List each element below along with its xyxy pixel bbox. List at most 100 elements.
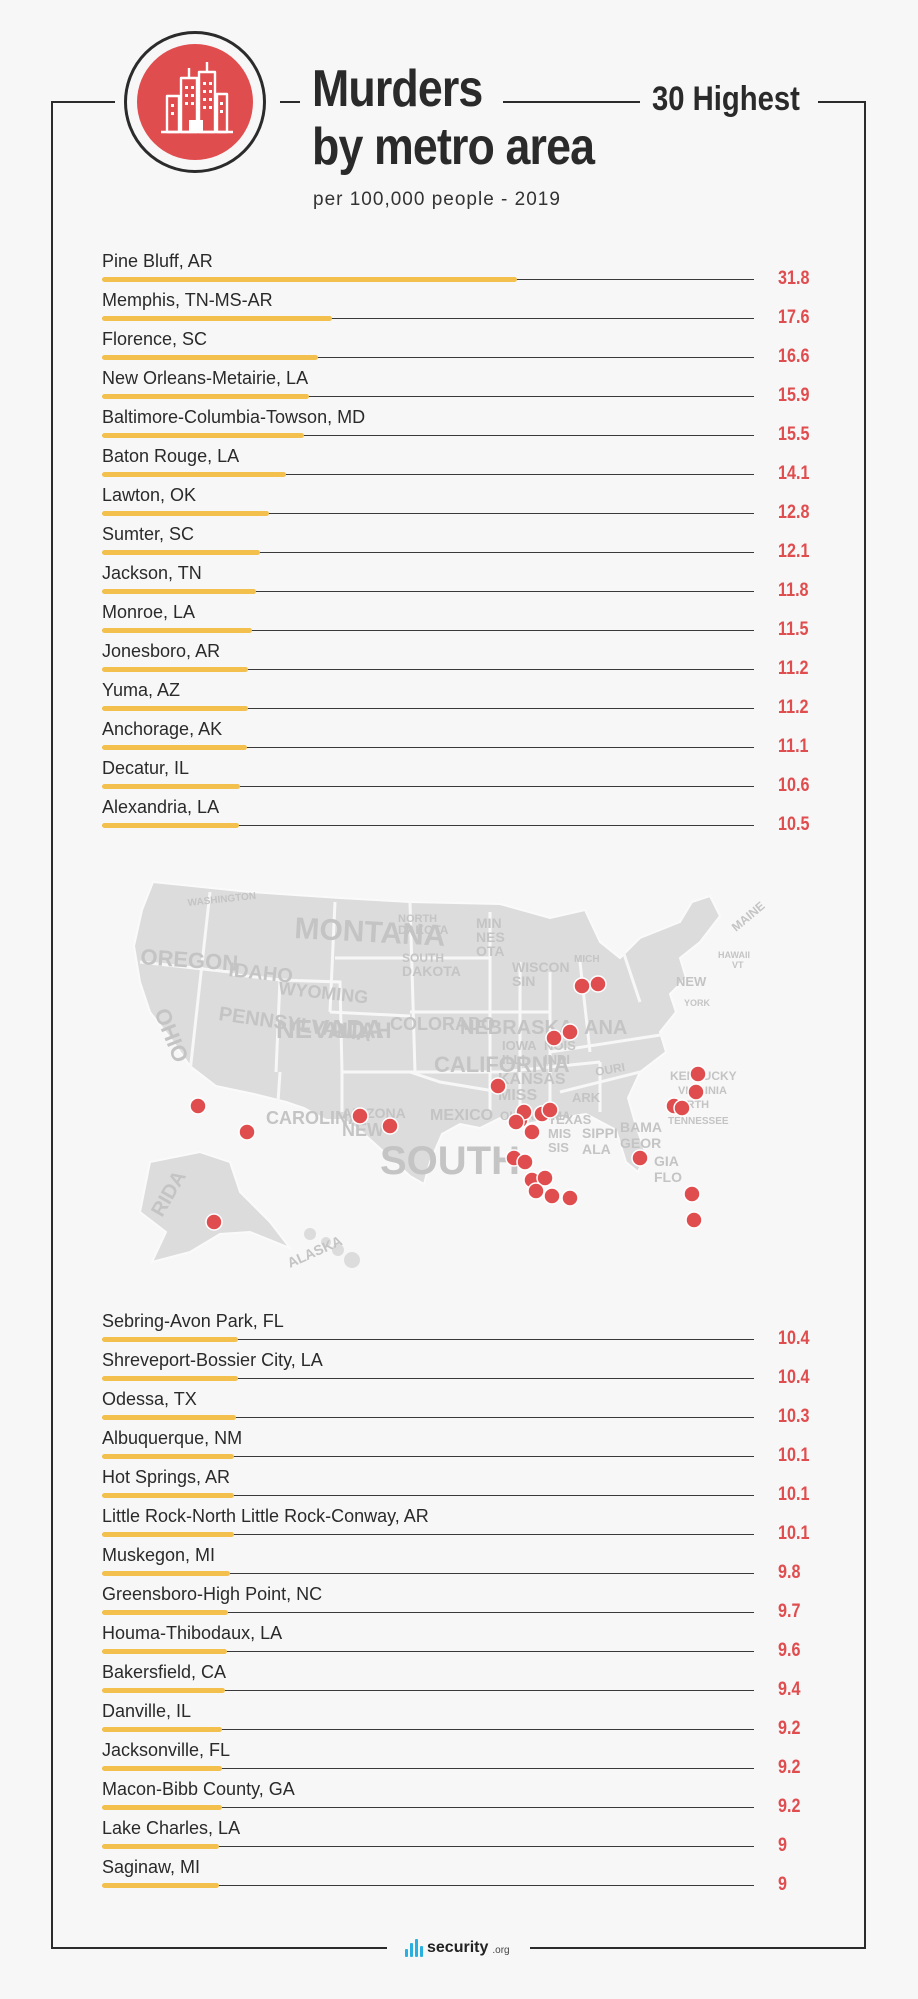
chart-row: Decatur, IL 10.6 <box>0 758 918 797</box>
chart-row: Houma-Thibodaux, LA 9.6 <box>0 1623 918 1662</box>
bar <box>102 1649 227 1654</box>
value-label: 12.1 <box>778 541 810 562</box>
title-line-1: Murders <box>312 60 483 118</box>
frame-bottom-border <box>51 1947 387 1949</box>
row-divider <box>102 1339 754 1340</box>
value-label: 12.8 <box>778 502 810 523</box>
row-divider <box>102 513 754 514</box>
category-label: Lake Charles, LA <box>102 1818 241 1838</box>
city-buildings-icon <box>137 44 253 160</box>
title-line-2: by metro area <box>312 118 595 176</box>
row-divider <box>102 1846 754 1847</box>
metro-marker <box>516 1153 534 1171</box>
metro-marker <box>543 1187 561 1205</box>
bar <box>102 472 286 477</box>
category-label: Houma-Thibodaux, LA <box>102 1623 283 1643</box>
value-label: 11.8 <box>778 580 809 601</box>
category-label: Monroe, LA <box>102 602 196 622</box>
frame-left-border <box>51 101 53 1949</box>
state-label: NORTH <box>398 913 437 925</box>
category-label: Jacksonville, FL <box>102 1740 231 1760</box>
map-contiguous-us <box>132 880 722 1186</box>
value-label: 9.7 <box>778 1601 801 1622</box>
state-label: MIS <box>548 1126 571 1141</box>
footer-brand-logo[interactable]: security .org <box>405 1936 510 1960</box>
row-divider <box>102 591 754 592</box>
chart-row: Jacksonville, FL 9.2 <box>0 1740 918 1779</box>
value-label: 31.8 <box>778 268 810 289</box>
header-logo <box>124 31 266 173</box>
value-label: 11.2 <box>778 697 809 718</box>
bar <box>102 355 318 360</box>
row-divider <box>102 747 754 748</box>
row-divider <box>102 1417 754 1418</box>
state-label: ALA <box>582 1141 611 1157</box>
state-label: MIN <box>476 915 502 931</box>
state-label: NES <box>476 929 505 945</box>
metro-marker <box>541 1101 559 1119</box>
category-label: Little Rock-North Little Rock-Conway, AR <box>102 1506 429 1526</box>
bar <box>102 1337 238 1342</box>
chart-row: Alexandria, LA 10.5 <box>0 797 918 836</box>
page-subtitle: per 100,000 people - 2019 <box>313 189 561 210</box>
bar <box>102 1688 225 1693</box>
state-label: CALIFORNIA <box>434 1052 570 1077</box>
metro-marker <box>238 1123 256 1141</box>
metro-marker <box>631 1149 649 1167</box>
row-divider <box>102 708 754 709</box>
footer-brand-tld: .org <box>492 1945 510 1956</box>
state-label: TENNESSEE <box>668 1116 729 1127</box>
metro-marker <box>507 1113 525 1131</box>
state-label: NEVADA <box>276 1014 384 1044</box>
chart-row: Shreveport-Bossier City, LA 10.4 <box>0 1350 918 1389</box>
map-hawaii <box>304 1228 360 1268</box>
row-divider <box>102 474 754 475</box>
row-divider <box>102 1651 754 1652</box>
chart-row: Little Rock-North Little Rock-Conway, AR… <box>0 1506 918 1545</box>
chart-row: Monroe, LA 11.5 <box>0 602 918 641</box>
state-label: TEXAS <box>548 1112 592 1127</box>
frame-top-border <box>51 101 115 103</box>
chart-row: Greensboro-High Point, NC 9.7 <box>0 1584 918 1623</box>
category-label: Lawton, OK <box>102 485 197 505</box>
bar <box>102 316 332 321</box>
row-divider <box>102 1690 754 1691</box>
value-label: 9.6 <box>778 1640 801 1661</box>
bar <box>102 823 239 828</box>
state-label: VT <box>732 960 744 970</box>
state-label: FLO <box>654 1169 682 1185</box>
category-label: Jackson, TN <box>102 563 202 583</box>
us-map: WASHINGTON MONTANA NORTH DAKOTA MIN NES OTA ORE… <box>80 862 800 1282</box>
state-label: KANSAS <box>498 1071 566 1088</box>
value-label: 17.6 <box>778 307 810 328</box>
row-divider <box>102 1534 754 1535</box>
state-label: ILLI <box>502 1052 525 1067</box>
row-divider <box>102 357 754 358</box>
row-divider <box>102 1378 754 1379</box>
category-label: Albuquerque, NM <box>102 1428 243 1448</box>
bar <box>102 1727 222 1732</box>
state-label: WISCON <box>512 959 570 975</box>
metro-marker <box>685 1211 703 1229</box>
category-label: Sebring-Avon Park, FL <box>102 1311 284 1331</box>
chart-row: Sumter, SC 12.1 <box>0 524 918 563</box>
bar <box>102 1376 238 1381</box>
value-label: 16.6 <box>778 346 810 367</box>
value-label: 9.2 <box>778 1718 801 1739</box>
frame-top-border <box>503 101 640 103</box>
bar <box>102 706 248 711</box>
value-label: 9.4 <box>778 1679 801 1700</box>
chart-row: Jonesboro, AR 11.2 <box>0 641 918 680</box>
category-label: Baltimore-Columbia-Towson, MD <box>102 407 366 427</box>
category-label: Decatur, IL <box>102 758 190 778</box>
chart-row: Hot Springs, AR 10.1 <box>0 1467 918 1506</box>
bar <box>102 1766 222 1771</box>
category-label: Odessa, TX <box>102 1389 197 1409</box>
row-divider <box>102 396 754 397</box>
top-count-badge: 30 Highest <box>652 80 800 118</box>
row-divider <box>102 1885 754 1886</box>
value-label: 10.6 <box>778 775 810 796</box>
row-divider <box>102 1456 754 1457</box>
state-label: DAKOTA <box>398 923 449 937</box>
metro-marker <box>489 1077 507 1095</box>
